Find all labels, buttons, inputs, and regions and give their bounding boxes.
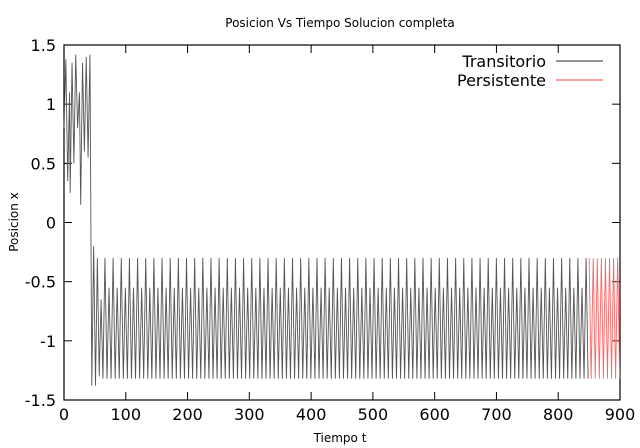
x-tick-label: 700 xyxy=(481,405,512,424)
x-tick-label: 400 xyxy=(296,405,327,424)
x-tick-label: 100 xyxy=(111,405,142,424)
y-tick-label: -1.5 xyxy=(25,391,56,410)
x-tick-label: 0 xyxy=(59,405,69,424)
x-tick-label: 900 xyxy=(605,405,636,424)
series-line-persistente xyxy=(588,257,621,379)
chart-title: Posicion Vs Tiempo Solucion completa xyxy=(225,16,454,30)
legend-label-persistente: Persistente xyxy=(457,71,546,90)
legend-label-transitorio: Transitorio xyxy=(461,52,546,71)
y-tick-label: 0.5 xyxy=(31,154,56,173)
y-tick-label: 0 xyxy=(46,214,56,233)
y-tick-label: -1 xyxy=(40,332,56,351)
x-axis-ticks: 0 100 200 300 400 500 600 700 800 900 xyxy=(59,45,635,424)
y-tick-label: 1.5 xyxy=(31,36,56,55)
series-line-transitorio xyxy=(63,54,589,386)
y-tick-label: -0.5 xyxy=(25,273,56,292)
x-tick-label: 800 xyxy=(543,405,574,424)
x-tick-label: 200 xyxy=(172,405,203,424)
y-axis-ticks: 1.5 1 0.5 0 -0.5 -1 -1.5 xyxy=(25,36,620,410)
y-axis-label: Posicion x xyxy=(7,192,21,252)
y-tick-label: 1 xyxy=(46,95,56,114)
x-tick-label: 600 xyxy=(419,405,450,424)
x-tick-label: 500 xyxy=(358,405,389,424)
series-layer xyxy=(63,54,621,386)
legend: Transitorio Persistente xyxy=(457,52,603,90)
x-axis-label: Tiempo t xyxy=(313,431,367,445)
x-tick-label: 300 xyxy=(234,405,265,424)
